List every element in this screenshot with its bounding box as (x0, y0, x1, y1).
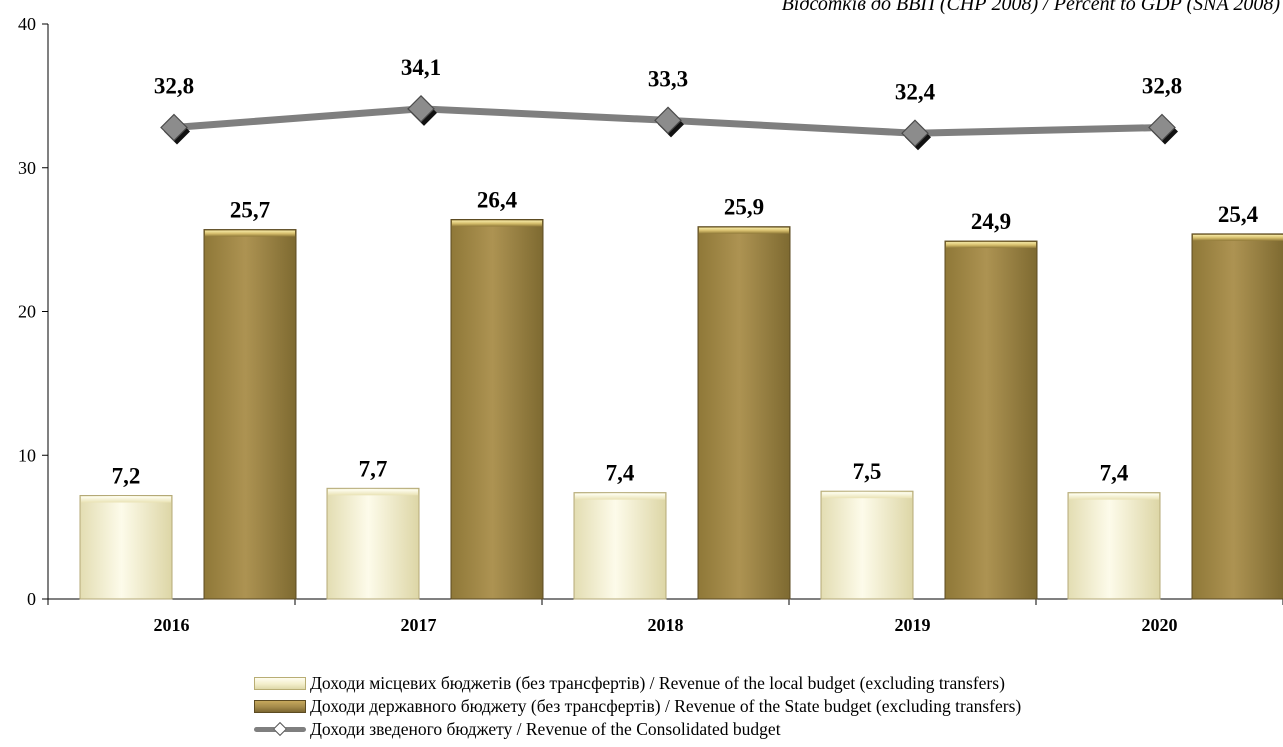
data-label-state: 26,4 (477, 188, 518, 213)
y-tick-label: 0 (27, 589, 36, 609)
bar-local (820, 490, 914, 600)
consolidated-point (901, 119, 929, 148)
bar-local-top (81, 496, 171, 503)
legend-item-state: Доходи державного бюджету (без трансферт… (254, 695, 1021, 718)
axes: 0 10 20 30 40 2016 2017 2018 2019 2020 (18, 14, 1283, 635)
y-tick-label: 20 (18, 302, 36, 322)
data-label-consolidated: 34,1 (401, 55, 441, 80)
bar-state-body (944, 240, 1038, 600)
data-label-consolidated: 33,3 (648, 66, 688, 91)
bar-state-top (946, 242, 1036, 249)
x-tick-label: 2020 (1142, 615, 1178, 635)
bar-state-top (1193, 234, 1283, 241)
data-label-state: 25,4 (1218, 202, 1259, 227)
bars (79, 219, 1283, 600)
consolidated-point (654, 106, 682, 135)
bar-state-top (699, 227, 789, 234)
legend-label-consolidated: Доходи зведеного бюджету / Revenue of th… (310, 719, 781, 739)
bar-state (1191, 233, 1283, 600)
bar-local-body (573, 492, 667, 600)
data-label-state: 25,7 (230, 198, 270, 223)
bar-state (697, 226, 791, 600)
y-tick-label: 10 (18, 445, 36, 465)
data-label-local: 7,4 (1100, 461, 1129, 486)
x-tick-label: 2019 (895, 615, 931, 635)
consolidated-point (407, 94, 435, 123)
bar-state-body (1191, 233, 1283, 600)
bar-local-top (328, 489, 418, 496)
data-label-consolidated: 32,4 (895, 79, 936, 104)
consolidated-point (160, 113, 188, 142)
bar-state (450, 219, 544, 600)
consolidated-point (1148, 113, 1176, 142)
data-label-local: 7,4 (606, 461, 635, 486)
bar-local (326, 487, 420, 600)
legend-item-local: Доходи місцевих бюджетів (без трансферті… (254, 672, 1021, 695)
bar-state-top (452, 220, 542, 227)
legend-swatch-state (254, 700, 306, 713)
legend-swatch-consolidated (254, 721, 306, 737)
data-label-state: 24,9 (971, 209, 1011, 234)
data-label-local: 7,2 (112, 464, 141, 489)
legend-label-state: Доходи державного бюджету (без трансферт… (310, 696, 1022, 716)
bar-local-body (79, 495, 173, 600)
data-label-consolidated: 32,8 (1142, 74, 1182, 99)
legend: Доходи місцевих бюджетів (без трансферті… (254, 672, 1021, 741)
legend-label-local: Доходи місцевих бюджетів (без трансферті… (310, 673, 1005, 693)
bar-state (944, 240, 1038, 600)
bar-local-body (326, 487, 420, 600)
bar-state-body (697, 226, 791, 600)
bar-local-top (1069, 493, 1159, 500)
data-label-local: 7,5 (853, 459, 882, 484)
bar-state-top (205, 230, 295, 237)
x-tick-label: 2016 (154, 615, 190, 635)
y-tick-label: 30 (18, 158, 36, 178)
bar-local-body (820, 490, 914, 600)
legend-item-consolidated: Доходи зведеного бюджету / Revenue of th… (254, 718, 1021, 741)
bar-local (79, 495, 173, 600)
bar-state (203, 229, 297, 600)
x-tick-label: 2017 (401, 615, 437, 635)
consolidated-line (160, 94, 1178, 151)
bar-local-top (822, 492, 912, 499)
x-tick-label: 2018 (648, 615, 684, 635)
chart-canvas: Відсотків до ВВП (СНР 2008) / Percent to… (18, 0, 1283, 635)
bar-local-top (575, 493, 665, 500)
bar-local-body (1067, 492, 1161, 600)
chart-subtitle: Відсотків до ВВП (СНР 2008) / Percent to… (782, 0, 1281, 15)
bar-local (573, 492, 667, 600)
data-label-state: 25,9 (724, 195, 764, 220)
bar-state-body (203, 229, 297, 600)
bar-local (1067, 492, 1161, 600)
data-label-consolidated: 32,8 (154, 74, 194, 99)
legend-swatch-local (254, 677, 306, 690)
bar-state-body (450, 219, 544, 600)
data-label-local: 7,7 (359, 456, 388, 481)
data-labels: 7,2 7,7 7,4 7,5 7,4 25,7 26,4 25,9 24,9 25,4 32,8 3… (112, 55, 1259, 489)
y-tick-label: 40 (18, 14, 36, 34)
